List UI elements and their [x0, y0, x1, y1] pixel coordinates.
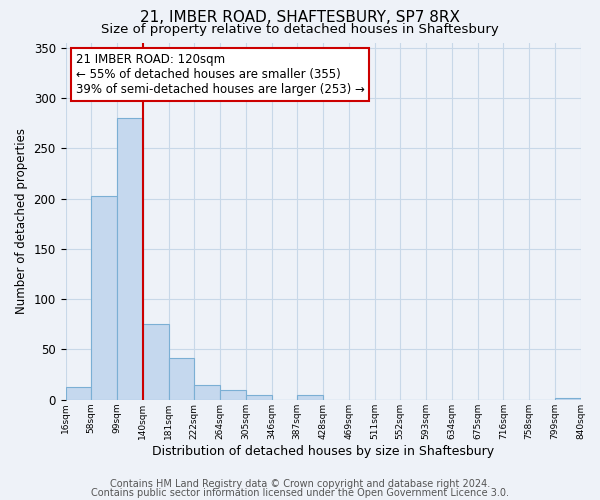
Text: 21, IMBER ROAD, SHAFTESBURY, SP7 8RX: 21, IMBER ROAD, SHAFTESBURY, SP7 8RX — [140, 10, 460, 25]
Bar — [194, 384, 220, 400]
Bar — [220, 390, 246, 400]
Bar — [169, 358, 194, 400]
Bar — [65, 386, 91, 400]
Bar — [143, 324, 169, 400]
Bar — [117, 118, 143, 400]
Bar — [91, 196, 117, 400]
Bar — [297, 395, 323, 400]
Text: Contains public sector information licensed under the Open Government Licence 3.: Contains public sector information licen… — [91, 488, 509, 498]
Y-axis label: Number of detached properties: Number of detached properties — [15, 128, 28, 314]
X-axis label: Distribution of detached houses by size in Shaftesbury: Distribution of detached houses by size … — [152, 444, 494, 458]
Bar — [246, 395, 272, 400]
Bar — [555, 398, 581, 400]
Text: 21 IMBER ROAD: 120sqm
← 55% of detached houses are smaller (355)
39% of semi-det: 21 IMBER ROAD: 120sqm ← 55% of detached … — [76, 53, 365, 96]
Text: Size of property relative to detached houses in Shaftesbury: Size of property relative to detached ho… — [101, 22, 499, 36]
Text: Contains HM Land Registry data © Crown copyright and database right 2024.: Contains HM Land Registry data © Crown c… — [110, 479, 490, 489]
